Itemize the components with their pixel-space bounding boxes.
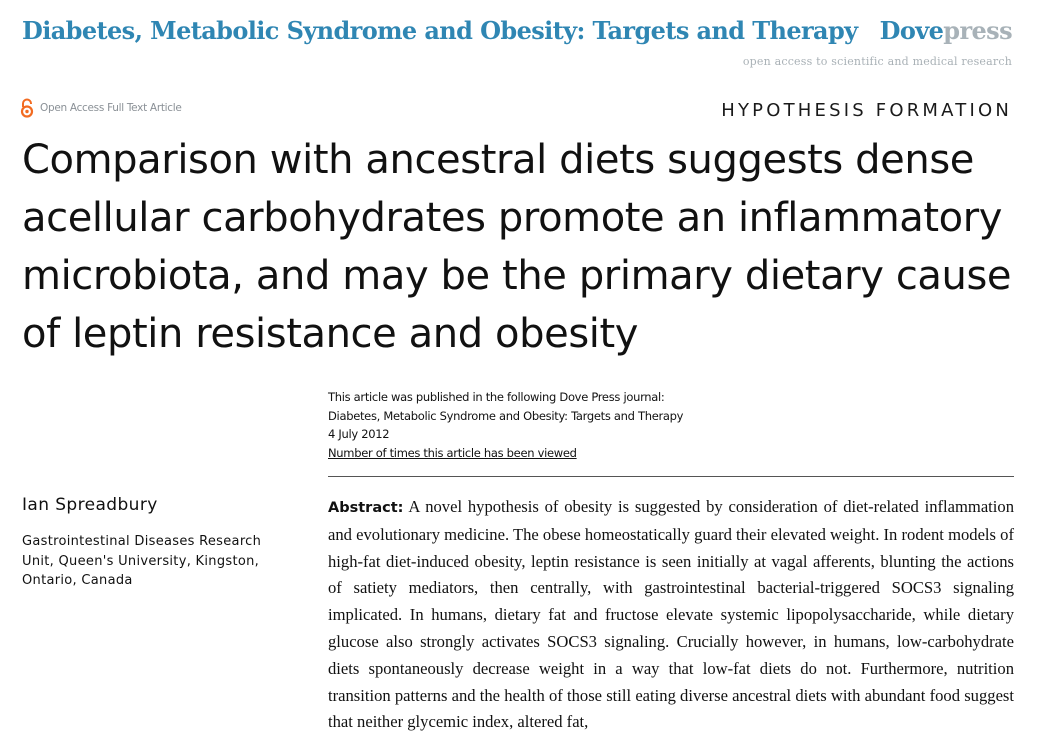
divider	[328, 476, 1014, 477]
views-link[interactable]: Number of times this article has been vi…	[328, 445, 577, 460]
brand-dove: Dove	[879, 16, 944, 45]
abstract-text: A novel hypothesis of obesity is suggest…	[328, 497, 1014, 732]
brand-tagline: open access to scientific and medical re…	[742, 55, 1012, 68]
author-name: Ian Spreadbury	[22, 495, 158, 515]
open-access-label: Open Access Full Text Article	[40, 102, 182, 114]
publication-date: 4 July 2012	[328, 427, 390, 441]
open-access-lock-icon	[20, 98, 34, 118]
author-affiliation: Gastrointestinal Diseases Research Unit,…	[22, 534, 262, 588]
journal-title: Diabetes, Metabolic Syndrome and Obesity…	[22, 16, 858, 45]
publication-info: This article was published in the follow…	[328, 388, 683, 462]
section-label: HYPOTHESIS FORMATION	[721, 100, 1012, 121]
abstract-label: Abstract:	[328, 500, 404, 516]
abstract: Abstract: A novel hypothesis of obesity …	[328, 494, 1014, 736]
brand-press: press	[943, 16, 1012, 45]
open-access-badge: Open Access Full Text Article	[20, 98, 182, 118]
publication-journal: Diabetes, Metabolic Syndrome and Obesity…	[328, 408, 684, 423]
dovepress-logo[interactable]: Dovepress	[879, 16, 1013, 45]
article-title: Comparison with ancestral diets suggests…	[22, 137, 1012, 357]
publication-line: This article was published in the follow…	[328, 390, 665, 404]
